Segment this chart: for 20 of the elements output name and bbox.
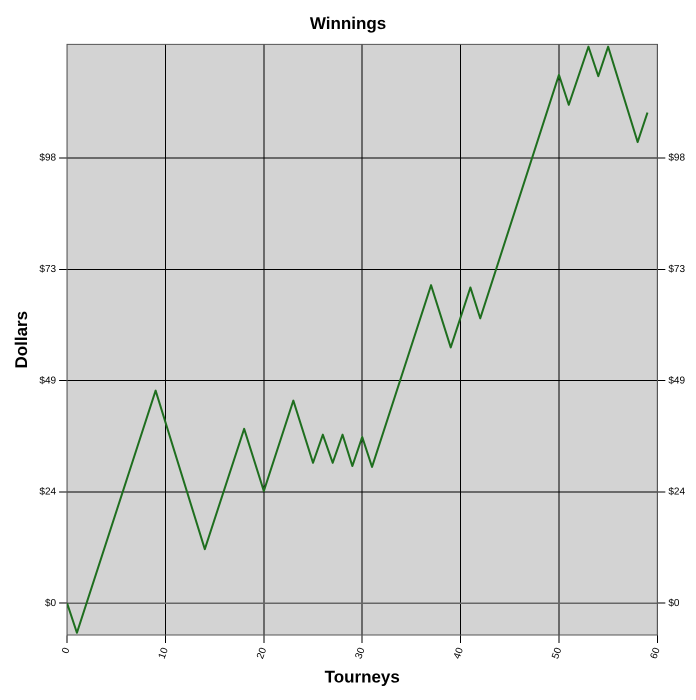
x-tick-label: 30 bbox=[353, 646, 368, 660]
chart-title: Winnings bbox=[310, 14, 386, 33]
y-tick-label: $24 bbox=[39, 486, 57, 498]
y-axis-title: Dollars bbox=[12, 310, 31, 369]
x-tick-label: 40 bbox=[452, 646, 466, 660]
x-tick-label: 60 bbox=[648, 646, 663, 660]
y2-tick-label: $0 bbox=[668, 598, 680, 609]
y-tick-label: $98 bbox=[39, 152, 57, 164]
y2-tick-label: $98 bbox=[668, 152, 686, 164]
x-axis-title: Tourneys bbox=[324, 667, 400, 686]
y2-tick-label: $73 bbox=[668, 264, 686, 276]
y2-tick-label: $24 bbox=[668, 486, 686, 498]
y-tick-label: $73 bbox=[39, 264, 57, 276]
y2-tick-label: $49 bbox=[668, 375, 686, 386]
x-tick-label: 20 bbox=[255, 646, 270, 660]
y-tick-label: $0 bbox=[44, 598, 57, 609]
x-tick-label: 10 bbox=[156, 646, 172, 660]
y-tick-label: $49 bbox=[39, 375, 57, 386]
x-tick-label: 0 bbox=[60, 646, 73, 656]
x-tick-label: 50 bbox=[550, 646, 564, 660]
